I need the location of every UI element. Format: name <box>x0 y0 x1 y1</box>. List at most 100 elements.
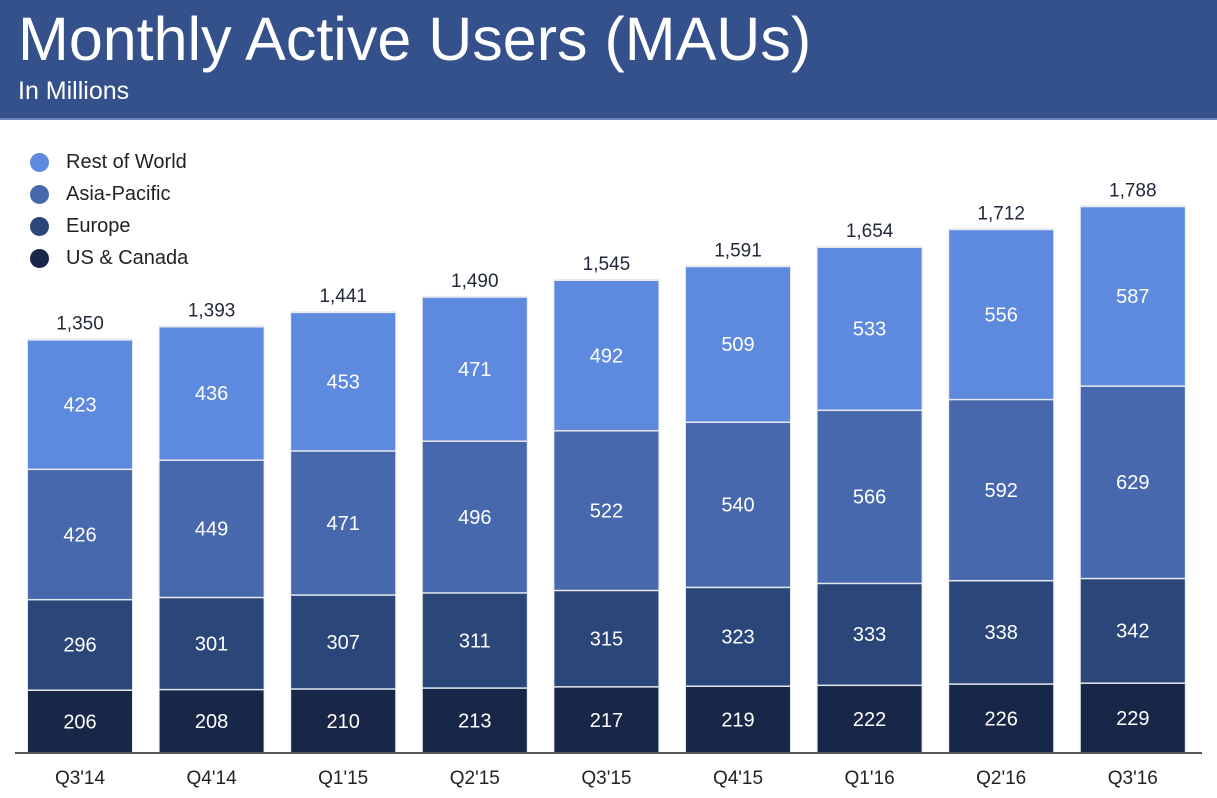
legend: Rest of World Asia-Pacific Europe US & C… <box>30 146 188 274</box>
bar-segment-europe <box>422 593 527 688</box>
bar-segment-europe <box>554 591 659 687</box>
total-label: 1,441 <box>319 286 367 307</box>
bar-segment-us-canada <box>817 686 922 753</box>
data-label-europe: 307 <box>327 632 360 654</box>
legend-label: US & Canada <box>66 246 189 269</box>
bar-segment-us-canada <box>291 689 396 753</box>
bar-segment-rest-of-world <box>1080 207 1185 386</box>
data-label-us-canada: 213 <box>458 710 491 732</box>
bar-segment-europe <box>686 588 790 686</box>
data-label-asia-pacific: 540 <box>721 495 754 517</box>
data-label-rest-of-world: 492 <box>590 345 623 367</box>
total-label: 1,490 <box>451 271 499 292</box>
data-label-rest-of-world: 533 <box>853 319 886 341</box>
legend-item-europe: Europe <box>30 210 188 242</box>
data-label-rest-of-world: 587 <box>1116 286 1149 308</box>
total-label: 1,393 <box>188 301 236 322</box>
legend-swatch-icon <box>30 216 49 236</box>
bar-segment-us-canada <box>949 684 1054 753</box>
data-label-us-canada: 208 <box>195 711 228 733</box>
legend-swatch-icon <box>30 248 49 268</box>
bar-segment-rest-of-world <box>686 267 790 422</box>
total-label: 1,712 <box>977 203 1025 224</box>
data-label-europe: 301 <box>195 633 228 655</box>
total-label: 1,591 <box>714 240 762 261</box>
bar-segment-asia-pacific <box>817 411 922 583</box>
data-label-europe: 338 <box>985 622 1018 644</box>
data-label-us-canada: 226 <box>985 708 1018 730</box>
bar-segment-rest-of-world <box>291 313 396 451</box>
x-tick-label: Q3'15 <box>581 768 631 789</box>
x-tick-label: Q4'15 <box>713 768 763 789</box>
data-label-europe: 323 <box>721 627 754 649</box>
legend-swatch-icon <box>30 152 49 172</box>
bar-segment-asia-pacific <box>1080 386 1185 578</box>
data-label-us-canada: 219 <box>721 710 754 732</box>
legend-label: Asia-Pacific <box>66 182 171 205</box>
total-label: 1,788 <box>1109 180 1157 201</box>
bar-segment-europe <box>1080 579 1185 683</box>
data-label-rest-of-world: 423 <box>63 394 96 416</box>
legend-item-rest-of-world: Rest of World <box>30 146 188 178</box>
bar-segment-europe <box>28 600 132 690</box>
data-label-asia-pacific: 426 <box>63 524 96 546</box>
data-label-us-canada: 229 <box>1116 708 1149 730</box>
bar-segment-europe <box>159 598 264 689</box>
legend-item-asia-pacific: Asia-Pacific <box>30 178 188 210</box>
bar-segment-us-canada <box>1080 683 1185 753</box>
data-label-rest-of-world: 509 <box>721 334 754 356</box>
data-label-europe: 296 <box>63 635 96 657</box>
bar-segment-asia-pacific <box>28 470 132 599</box>
total-label: 1,654 <box>846 221 894 242</box>
legend-swatch-icon <box>30 184 49 204</box>
data-label-rest-of-world: 453 <box>327 371 360 393</box>
bar-segment-rest-of-world <box>28 340 132 469</box>
x-tick-label: Q3'14 <box>55 768 106 789</box>
bar-segment-us-canada <box>159 690 264 753</box>
data-label-us-canada: 222 <box>853 709 886 731</box>
x-tick-label: Q4'14 <box>187 768 238 789</box>
data-label-rest-of-world: 556 <box>985 304 1018 326</box>
bar-segment-asia-pacific <box>554 431 659 590</box>
data-label-asia-pacific: 566 <box>853 487 886 509</box>
data-label-us-canada: 206 <box>63 711 96 733</box>
legend-label: Rest of World <box>66 150 187 173</box>
data-label-rest-of-world: 436 <box>195 383 228 405</box>
bar-segment-asia-pacific <box>291 451 396 595</box>
x-tick-label: Q2'15 <box>450 768 500 789</box>
bar-segment-rest-of-world <box>422 297 527 441</box>
legend-item-us-canada: US & Canada <box>30 242 188 274</box>
data-label-rest-of-world: 471 <box>458 359 491 381</box>
bar-segment-asia-pacific <box>422 441 527 593</box>
data-label-europe: 333 <box>853 624 886 646</box>
data-label-europe: 342 <box>1116 621 1149 643</box>
data-label-asia-pacific: 629 <box>1116 472 1149 494</box>
bar-segment-europe <box>817 584 922 685</box>
data-label-asia-pacific: 471 <box>327 513 360 535</box>
x-tick-label: Q1'16 <box>845 768 895 789</box>
data-label-us-canada: 217 <box>590 710 623 732</box>
bar-segment-asia-pacific <box>159 460 264 597</box>
chart-subtitle: In Millions <box>18 77 130 105</box>
chart-title: Monthly Active Users (MAUs) <box>18 5 812 73</box>
bar-segment-us-canada <box>422 688 527 753</box>
total-label: 1,545 <box>583 254 631 275</box>
bar-segment-europe <box>949 581 1054 684</box>
bar-segment-rest-of-world <box>554 281 659 431</box>
bar-segment-europe <box>291 595 396 689</box>
data-label-asia-pacific: 496 <box>458 507 491 529</box>
bar-segment-us-canada <box>554 687 659 753</box>
data-label-asia-pacific: 592 <box>985 480 1018 502</box>
x-tick-label: Q3'16 <box>1108 768 1158 789</box>
data-label-asia-pacific: 522 <box>590 500 623 522</box>
x-tick-label: Q1'15 <box>318 768 368 789</box>
bar-segment-rest-of-world <box>949 230 1054 399</box>
bar-segment-asia-pacific <box>686 422 790 587</box>
x-tick-label: Q2'16 <box>976 768 1026 789</box>
data-label-us-canada: 210 <box>327 711 360 733</box>
data-label-asia-pacific: 449 <box>195 519 228 541</box>
bar-segment-asia-pacific <box>949 400 1054 580</box>
legend-label: Europe <box>66 214 131 237</box>
total-label: 1,350 <box>56 314 104 335</box>
